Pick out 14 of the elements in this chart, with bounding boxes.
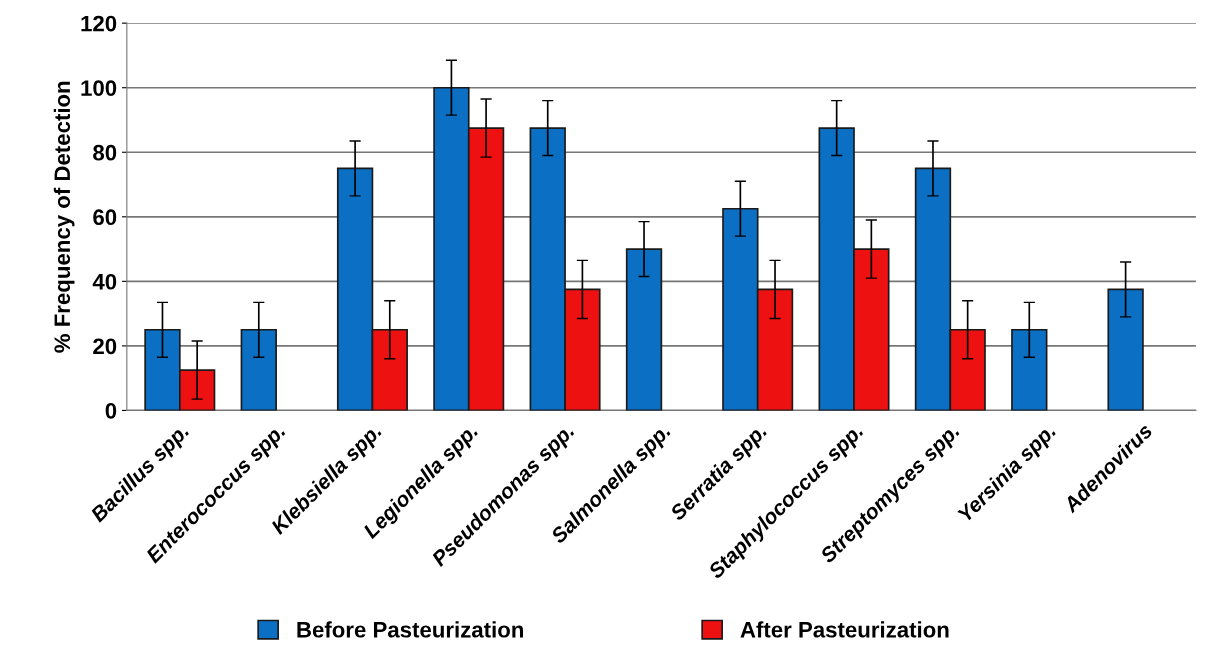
y-tick-label: 80: [93, 144, 117, 161]
bar: [240, 328, 277, 411]
y-tick-label: 100: [81, 80, 117, 96]
y-axis-title: % Frequency of Detection: [53, 81, 75, 353]
bar: [1107, 288, 1144, 411]
y-tick-label: 20: [93, 338, 117, 355]
y-tick-label: 60: [93, 209, 117, 226]
y-tick-label: 0: [105, 402, 117, 419]
y-tick-label: 120: [81, 15, 117, 32]
legend-label: After Pasteurization: [740, 621, 949, 638]
y-tick-label: 40: [92, 273, 117, 290]
legend-label: Before Pasteurization: [297, 621, 524, 638]
bar: [1011, 328, 1048, 411]
bar: [625, 248, 663, 411]
